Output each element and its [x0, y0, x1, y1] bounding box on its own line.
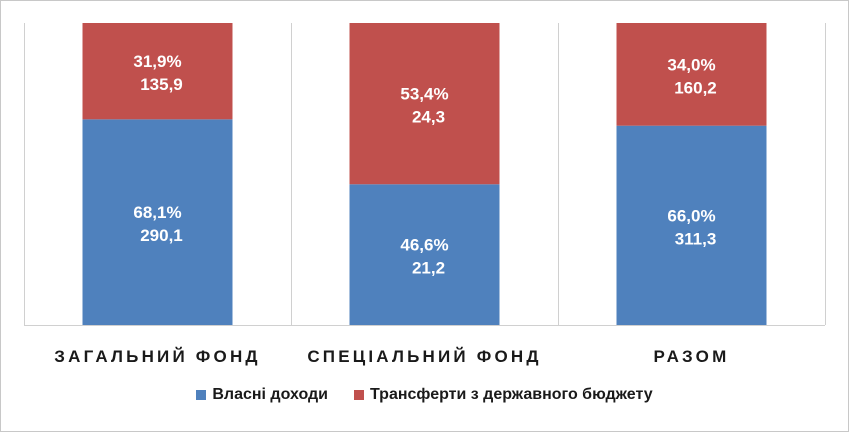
data-label-value: 290,1 [140, 226, 183, 245]
bar-segment-own-revenue [349, 184, 500, 325]
bar-segment-own-revenue [82, 119, 233, 325]
legend-swatch-own-revenue [196, 390, 207, 400]
data-label-value: 160,2 [674, 78, 717, 97]
data-label-percent: 31,9% [133, 52, 181, 71]
data-label-percent: 34,0% [667, 55, 715, 74]
data-label-value: 24,3 [412, 108, 445, 127]
category-label: ЗАГАЛЬНИЙ ФОНД [54, 347, 260, 366]
legend-item-own-revenue: Власні доходи [196, 386, 328, 404]
legend-label-own-revenue: Власні доходи [212, 386, 329, 403]
legend-swatch-transfers [354, 390, 365, 400]
bar-segment-own-revenue [616, 125, 767, 326]
bar-segment-transfers [616, 23, 767, 126]
legend: Власні доходи Трансферти з державного бю… [0, 386, 849, 404]
legend-label-transfers: Трансферти з державного бюджету [370, 386, 653, 403]
data-label-value: 311,3 [675, 229, 717, 248]
data-label-value: 21,2 [412, 259, 445, 278]
bar-segment-transfers [82, 23, 233, 120]
data-label-percent: 46,6% [400, 236, 448, 255]
legend-item-transfers: Трансферти з державного бюджету [354, 386, 653, 404]
category-label: РАЗОМ [654, 347, 730, 366]
data-label-percent: 66,0% [667, 206, 715, 225]
data-label-percent: 53,4% [400, 85, 448, 104]
data-label-percent: 68,1% [133, 203, 181, 222]
bar-segment-transfers [349, 23, 500, 185]
category-label: СПЕЦІАЛЬНИЙ ФОНД [307, 347, 541, 366]
data-label-value: 135,9 [140, 75, 183, 94]
